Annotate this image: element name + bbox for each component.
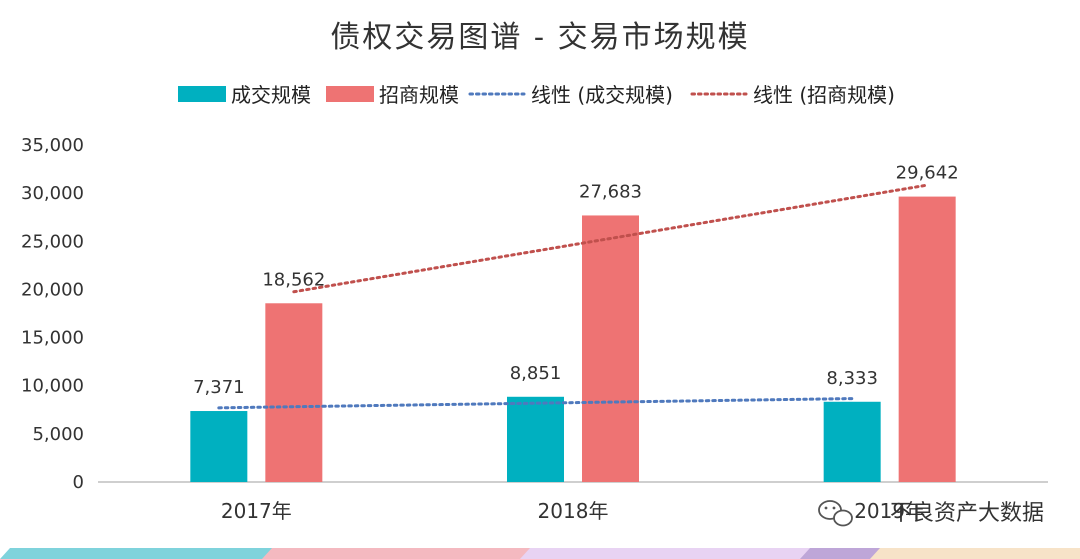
wechat-icon [818,500,853,527]
y-tick-label: 35,000 [21,135,84,156]
bar-deal-scale [823,401,881,482]
data-label: 18,562 [262,269,325,290]
footer-stripe [0,548,1080,559]
data-labels: 7,371 8,851 8,333 18,562 27,683 29,642 [193,163,959,398]
y-tick-label: 20,000 [21,279,84,300]
footer-stripe-segment [800,548,890,559]
x-tick-label: 2019年 [854,499,925,523]
trendline-investment-scale [292,183,929,294]
y-axis: 0 5,000 10,000 15,000 20,000 25,000 30,000 35,0… [21,135,84,493]
y-tick-label: 5,000 [32,424,84,445]
bar-deal-scale [507,396,564,482]
data-label: 7,371 [193,377,245,398]
x-tick-label: 2017年 [221,499,292,523]
legend-swatch-deal-scale [178,86,226,102]
data-label: 8,333 [826,368,878,389]
legend-label-deal-scale: 成交规模 [231,83,311,107]
footer-stripe-segment [870,548,1080,559]
legend-label-investment-scale: 招商规模 [379,83,459,107]
x-tick-label: 2018年 [538,499,609,523]
y-tick-label: 0 [73,472,84,493]
x-axis-labels: 2017年 2018年 2019年 [221,499,925,523]
bar-investment-scale [265,303,323,482]
bar-investment-scale [898,196,956,482]
y-tick-label: 10,000 [21,376,84,397]
legend-swatch-investment-scale [326,86,374,102]
footer-stripe-segment [520,548,820,559]
data-label: 8,851 [510,363,562,384]
trendlines [217,183,929,410]
y-tick-label: 30,000 [21,183,84,204]
watermark-text: 不良资产大数据 [890,501,1044,526]
trendline-deal-scale [217,397,854,410]
y-tick-label: 25,000 [21,231,84,252]
bars [190,196,956,482]
watermark: 不良资产大数据 [818,500,1044,527]
bar-investment-scale [582,215,639,482]
chart-title: 债权交易图谱 - 交易市场规模 [330,20,749,55]
legend-label-trend-deal: 线性 (成交规模) [531,83,673,107]
legend: 成交规模 招商规模 线性 (成交规模) 线性 (招商规模) [178,83,895,107]
legend-label-trend-investment: 线性 (招商规模) [753,83,895,107]
y-tick-label: 15,000 [21,328,84,349]
footer-stripe-segment [0,548,280,559]
data-label: 27,683 [579,181,642,202]
data-label: 29,642 [896,163,959,184]
bar-deal-scale [190,411,248,482]
footer-stripe-segment [262,548,538,559]
